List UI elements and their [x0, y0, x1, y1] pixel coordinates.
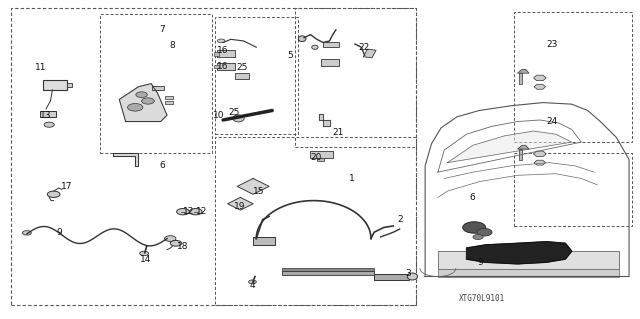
Text: 7: 7 — [159, 25, 164, 34]
Bar — [294, 8, 415, 147]
Circle shape — [127, 104, 143, 111]
Text: 15: 15 — [253, 187, 264, 196]
Bar — [282, 268, 374, 271]
Polygon shape — [518, 145, 529, 149]
Text: 20: 20 — [310, 153, 322, 162]
Text: 21: 21 — [333, 128, 344, 137]
Text: 19: 19 — [234, 203, 246, 211]
Text: 6: 6 — [470, 193, 476, 202]
Ellipse shape — [298, 36, 306, 41]
Bar — [253, 237, 275, 245]
Ellipse shape — [407, 273, 417, 280]
Text: 18: 18 — [177, 242, 188, 251]
Polygon shape — [113, 153, 138, 166]
Text: 12: 12 — [196, 207, 207, 216]
Polygon shape — [534, 84, 545, 89]
Bar — [218, 63, 236, 70]
Polygon shape — [319, 114, 330, 126]
Text: 5: 5 — [287, 51, 292, 60]
Text: 1: 1 — [349, 174, 355, 183]
Polygon shape — [534, 75, 546, 81]
Polygon shape — [518, 69, 529, 73]
Bar — [165, 101, 173, 104]
Bar — [515, 12, 632, 142]
Bar — [438, 269, 620, 277]
Bar — [323, 41, 339, 47]
Ellipse shape — [312, 45, 318, 49]
Text: 9: 9 — [57, 228, 63, 237]
Bar — [310, 151, 333, 158]
Text: 25: 25 — [228, 108, 239, 116]
Polygon shape — [237, 178, 269, 194]
Ellipse shape — [233, 115, 244, 122]
Text: 6: 6 — [159, 161, 165, 170]
Bar — [214, 52, 219, 56]
Bar — [519, 73, 522, 84]
Polygon shape — [447, 131, 572, 163]
Circle shape — [164, 236, 176, 241]
Polygon shape — [534, 151, 546, 157]
Text: 17: 17 — [61, 182, 72, 191]
Circle shape — [22, 231, 31, 235]
Text: 2: 2 — [397, 215, 403, 224]
Circle shape — [177, 209, 189, 215]
Bar — [152, 86, 164, 90]
Polygon shape — [534, 160, 545, 165]
Polygon shape — [228, 197, 253, 210]
Text: 14: 14 — [140, 255, 152, 263]
Polygon shape — [119, 84, 167, 122]
Text: 4: 4 — [250, 281, 255, 291]
Bar — [438, 251, 620, 269]
Bar — [40, 111, 56, 117]
Circle shape — [170, 241, 182, 246]
Circle shape — [44, 122, 54, 127]
Text: 10: 10 — [213, 111, 225, 120]
Circle shape — [248, 280, 256, 284]
Bar — [215, 17, 298, 134]
Circle shape — [473, 234, 483, 240]
Text: 16: 16 — [217, 62, 228, 71]
Bar — [317, 158, 324, 161]
Polygon shape — [467, 242, 572, 264]
Bar — [100, 14, 212, 153]
Bar — [218, 50, 236, 57]
Circle shape — [140, 251, 148, 256]
Text: 3: 3 — [405, 269, 411, 278]
Text: XTG70L9101: XTG70L9101 — [459, 294, 505, 303]
Text: 23: 23 — [546, 40, 557, 48]
Text: 12: 12 — [183, 207, 195, 216]
Bar — [43, 80, 67, 90]
Bar — [282, 271, 374, 275]
Text: 9: 9 — [477, 258, 483, 267]
Text: 13: 13 — [40, 111, 52, 120]
Circle shape — [463, 222, 486, 233]
Circle shape — [141, 98, 154, 104]
Bar — [515, 153, 632, 226]
Circle shape — [477, 228, 492, 236]
Text: 22: 22 — [358, 43, 369, 52]
Circle shape — [218, 39, 225, 43]
Bar — [11, 8, 415, 305]
Bar — [321, 59, 339, 66]
Text: 8: 8 — [169, 41, 175, 50]
Bar — [235, 73, 248, 79]
Bar — [214, 65, 219, 69]
Circle shape — [136, 92, 147, 98]
Bar — [165, 96, 173, 100]
Text: 24: 24 — [546, 117, 557, 126]
Bar — [67, 83, 72, 87]
Text: 25: 25 — [236, 63, 247, 72]
Circle shape — [189, 209, 202, 215]
Bar — [364, 49, 376, 58]
Bar — [374, 274, 409, 280]
Bar — [519, 149, 522, 160]
Circle shape — [47, 191, 60, 197]
Text: 16: 16 — [217, 46, 228, 55]
Bar — [215, 137, 415, 305]
Text: 11: 11 — [35, 63, 46, 72]
